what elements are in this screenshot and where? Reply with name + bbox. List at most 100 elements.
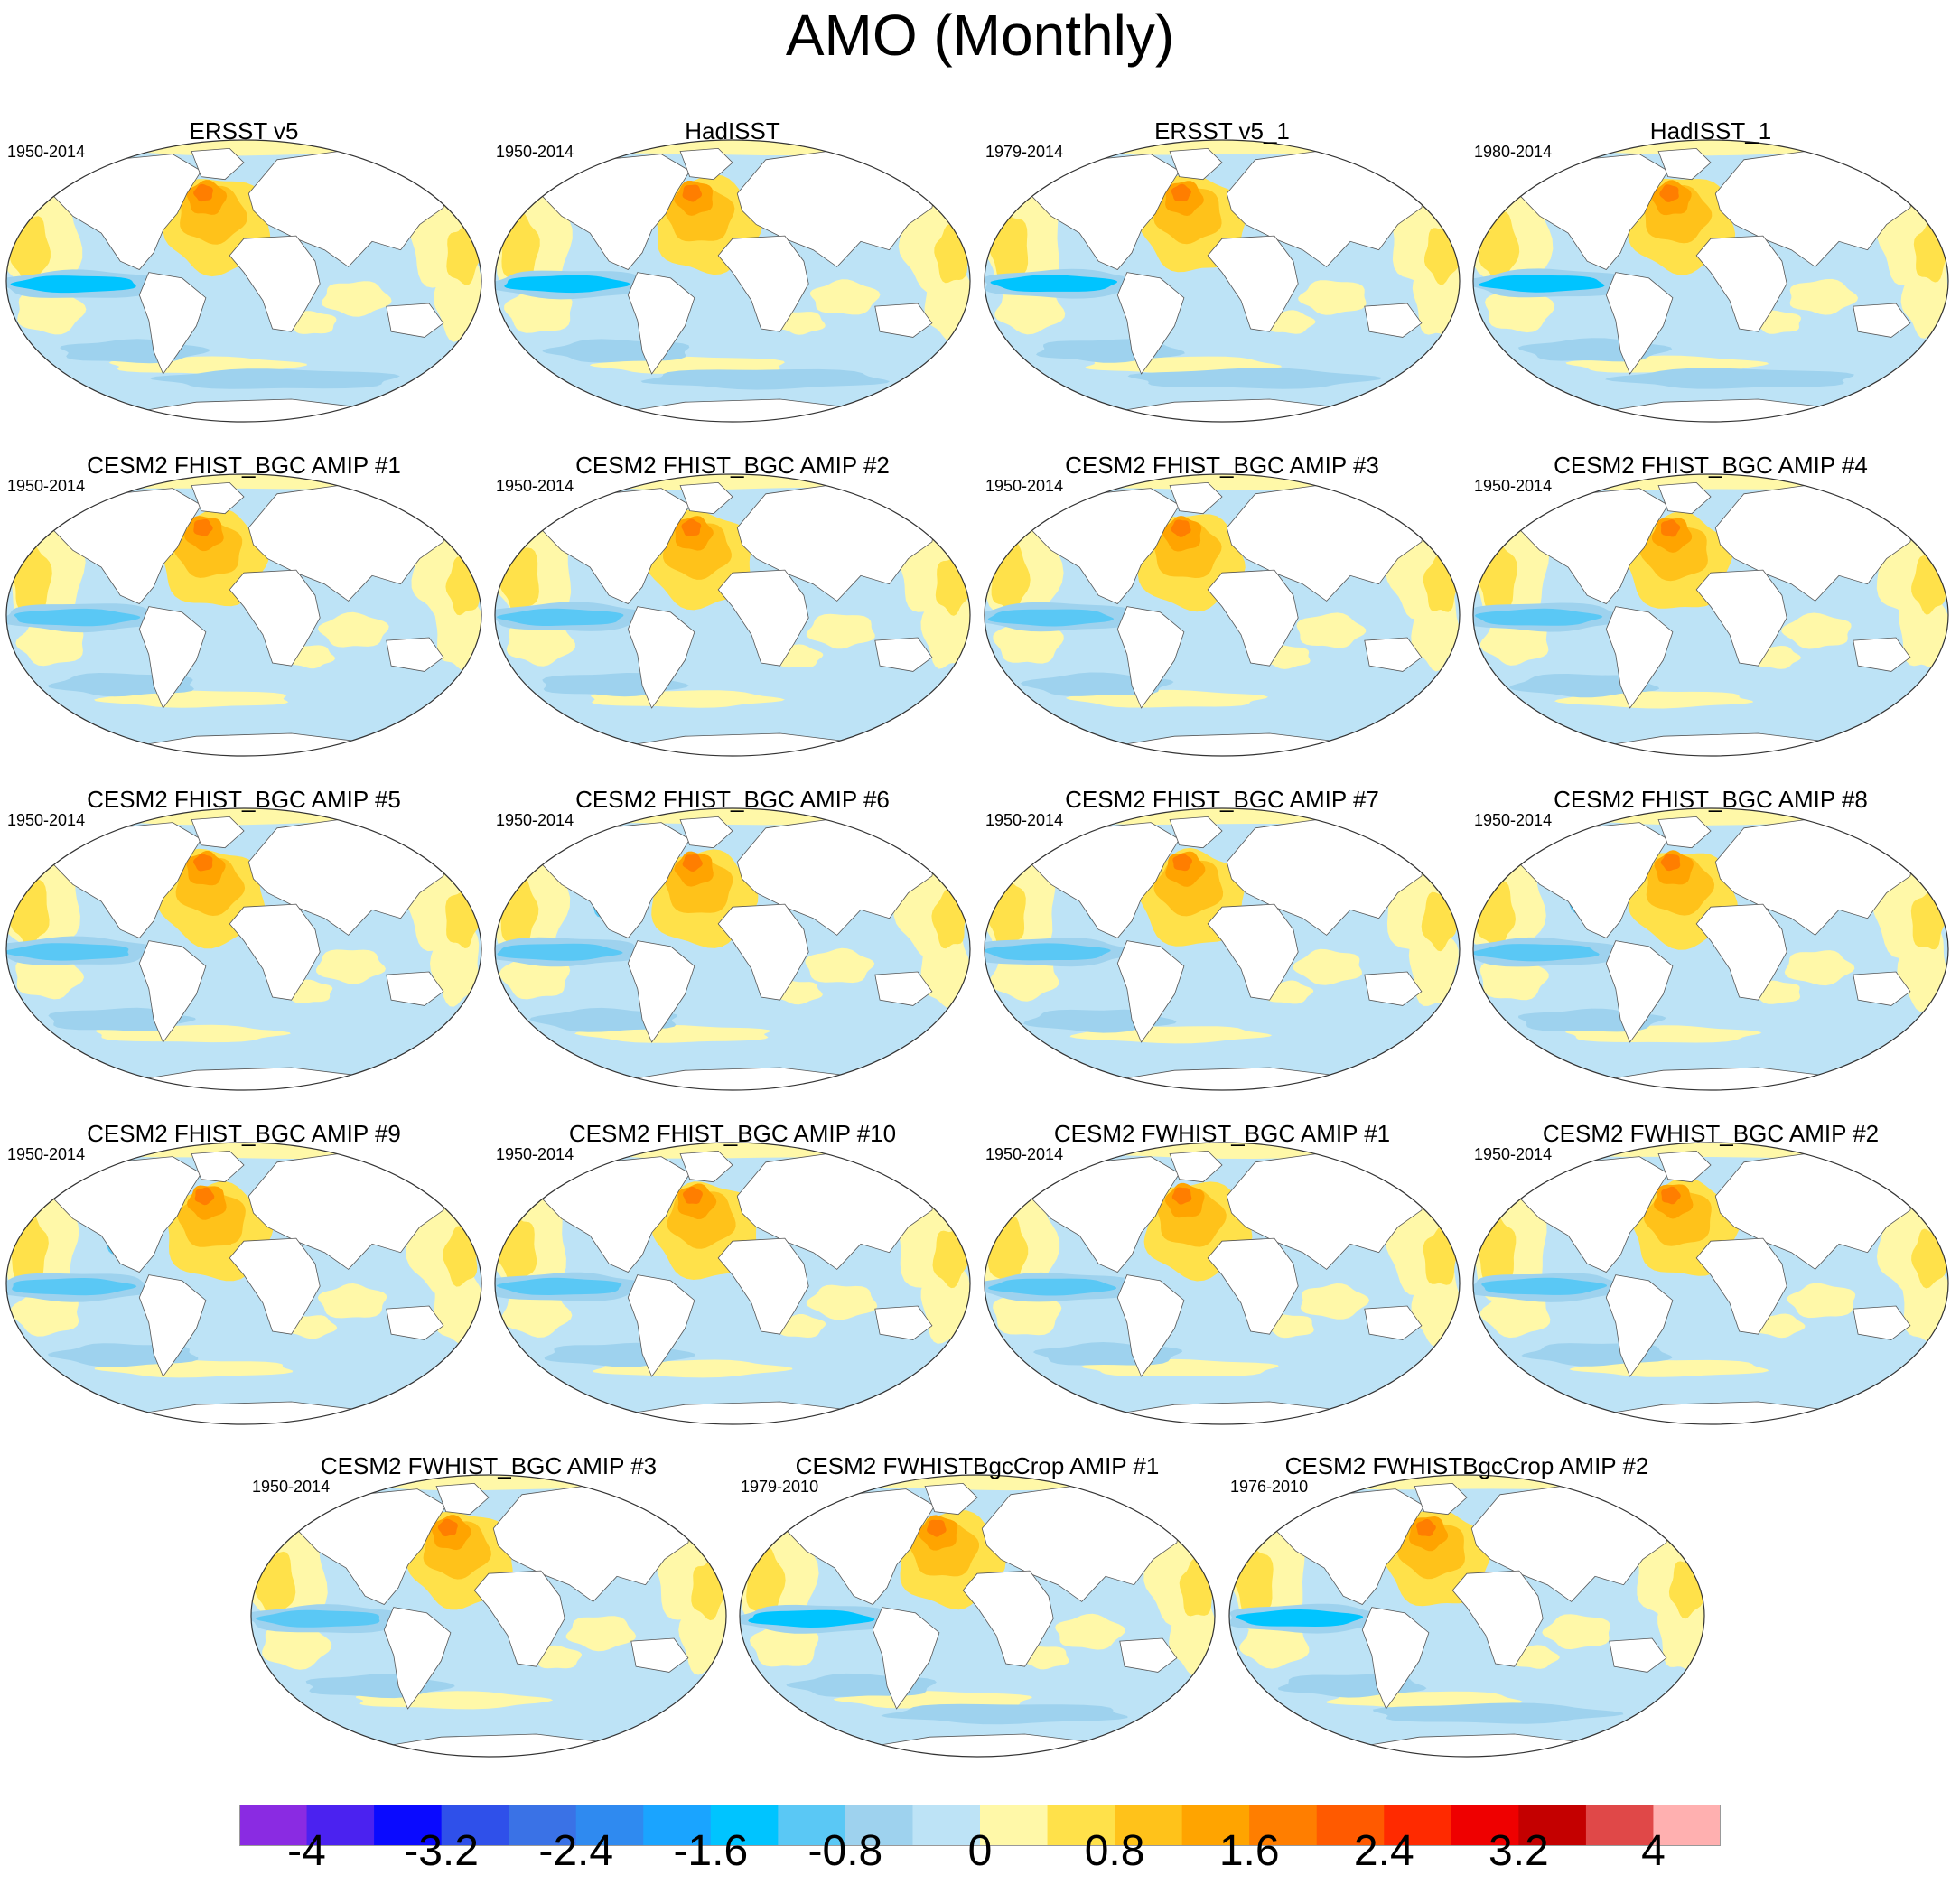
land-southAmerica <box>1116 940 1185 1043</box>
sst-map <box>250 1474 727 1758</box>
sst-map <box>984 473 1461 757</box>
colorbar-swatch <box>239 1805 308 1846</box>
panel-period: 1950-2014 <box>1474 1145 1553 1163</box>
colorbar-swatch <box>845 1805 913 1846</box>
land-greenland <box>1657 147 1712 181</box>
land-africa <box>229 235 321 332</box>
land-australia <box>1364 971 1423 1006</box>
colorbar-tick-label: -3.2 <box>404 1827 479 1875</box>
land-greenland <box>191 147 245 181</box>
land-greenland <box>191 816 245 849</box>
sst-map <box>984 807 1461 1091</box>
map-panel: HadISST_1 1980-2014 <box>1467 117 1955 424</box>
colorbar-tick-label: 2.4 <box>1353 1827 1414 1875</box>
land-northAmerica <box>53 488 202 604</box>
colorbar-tick-label: 3.2 <box>1489 1827 1549 1875</box>
panel-title: CESM2 FWHIST_BGC AMIP #1 <box>1053 1120 1391 1147</box>
land-australia <box>1364 303 1423 338</box>
land-greenland <box>1169 816 1223 849</box>
land-southAmerica <box>1116 1274 1185 1377</box>
panel-period: 1950-2014 <box>496 143 574 161</box>
land-africa <box>717 235 809 332</box>
figure-title: AMO (Monthly) <box>785 3 1175 68</box>
sst-map <box>1472 473 1949 757</box>
land-australia <box>386 303 444 338</box>
colorbar-swatch <box>643 1805 712 1846</box>
land-australia <box>1853 971 1911 1006</box>
panel-title: CESM2 FWHISTBgcCrop AMIP #1 <box>795 1452 1160 1479</box>
land-africa <box>1695 569 1787 667</box>
panel-period: 1950-2014 <box>1474 811 1553 829</box>
land-greenland <box>1657 1150 1712 1183</box>
colorbar-swatch <box>980 1805 1049 1846</box>
land-greenland <box>1657 481 1712 515</box>
land-australia <box>386 637 444 672</box>
panel-period: 1950-2014 <box>985 811 1064 829</box>
land-southAmerica <box>627 606 695 709</box>
land-australia <box>874 637 933 672</box>
panel-title: CESM2 FHIST_BGC AMIP #7 <box>1065 786 1379 813</box>
land-africa <box>1207 569 1299 667</box>
sst-map <box>984 1142 1461 1425</box>
sst-map <box>1228 1474 1705 1758</box>
land-southAmerica <box>1116 272 1185 375</box>
land-northAmerica <box>1031 154 1181 270</box>
land-greenland <box>1414 1482 1468 1516</box>
panel-period: 1976-2010 <box>1230 1478 1309 1496</box>
panel-title: CESM2 FWHISTBgcCrop AMIP #2 <box>1284 1452 1649 1479</box>
panel-title: CESM2 FHIST_BGC AMIP #2 <box>575 452 890 479</box>
panel-title: HadISST_1 <box>1649 117 1772 145</box>
land-greenland <box>191 1150 245 1183</box>
land-northAmerica <box>542 154 691 270</box>
land-australia <box>874 971 933 1006</box>
land-africa <box>229 569 321 667</box>
land-australia <box>386 971 444 1006</box>
land-northAmerica <box>53 822 202 938</box>
map-panel: CESM2 FHIST_BGC AMIP #2 1950-2014 <box>489 452 976 759</box>
colorbar-tick-label: -0.8 <box>807 1827 883 1875</box>
sst-map <box>5 807 482 1091</box>
colorbar-tick-label: 4 <box>1641 1827 1666 1875</box>
land-northAmerica <box>298 1488 447 1605</box>
land-northAmerica <box>53 154 202 270</box>
land-africa <box>1207 903 1299 1001</box>
colorbar-swatch <box>1384 1805 1452 1846</box>
land-greenland <box>679 816 733 849</box>
land-africa <box>717 569 809 667</box>
land-australia <box>874 303 933 338</box>
sst-map <box>494 139 971 423</box>
land-greenland <box>191 481 245 515</box>
colorbar-swatch <box>1451 1805 1519 1846</box>
map-panel: CESM2 FHIST_BGC AMIP #3 1950-2014 <box>978 452 1466 759</box>
land-northAmerica <box>1520 1156 1669 1273</box>
land-africa <box>229 903 321 1001</box>
land-africa <box>1695 903 1787 1001</box>
land-australia <box>630 1637 689 1673</box>
land-greenland <box>679 1150 733 1183</box>
land-australia <box>1853 303 1911 338</box>
map-panel: CESM2 FWHIST_BGC AMIP #3 1950-2014 <box>245 1452 733 1759</box>
land-australia <box>874 1305 933 1340</box>
colorbar-swatch <box>1518 1805 1587 1846</box>
land-northAmerica <box>542 822 691 938</box>
land-greenland <box>1657 816 1712 849</box>
colorbar-tick-label: -4 <box>287 1827 326 1875</box>
panel-title: CESM2 FHIST_BGC AMIP #3 <box>1065 452 1379 479</box>
panel-period: 1950-2014 <box>7 477 86 495</box>
colorbar-swatch <box>575 1805 644 1846</box>
panel-period: 1950-2014 <box>496 811 574 829</box>
panel-title: CESM2 FWHIST_BGC AMIP #2 <box>1542 1120 1880 1147</box>
colorbar-swatch <box>1181 1805 1250 1846</box>
land-northAmerica <box>542 1156 691 1273</box>
colorbar <box>239 1805 1721 1846</box>
land-southAmerica <box>627 272 695 375</box>
sst-map <box>739 1474 1216 1758</box>
panel-title: CESM2 FWHIST_BGC AMIP #3 <box>320 1452 658 1479</box>
colorbar-swatch <box>374 1805 443 1846</box>
land-northAmerica <box>1276 1488 1425 1605</box>
land-africa <box>229 1237 321 1335</box>
panel-title: CESM2 FHIST_BGC AMIP #6 <box>575 786 890 813</box>
sst-map <box>1472 807 1949 1091</box>
sst-map <box>984 139 1461 423</box>
land-southAmerica <box>138 272 207 375</box>
